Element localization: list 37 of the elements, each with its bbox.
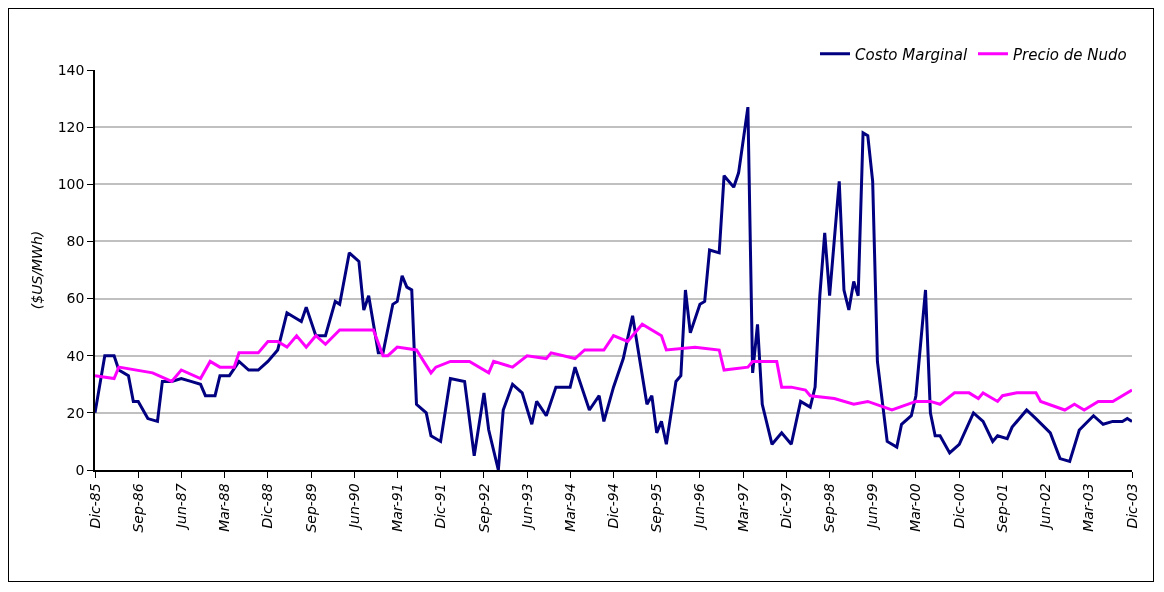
x-tick-label: Jun-96	[691, 483, 708, 532]
y-tick-label: 60	[66, 290, 85, 307]
x-tick-label: Sep-98	[821, 483, 838, 533]
x-tick-label: Dic-97	[777, 483, 794, 529]
y-tick-label: 0	[75, 461, 85, 478]
x-tick-label: Jun-93	[518, 483, 535, 532]
x-tick-label: Dic-03	[1123, 483, 1140, 529]
line-series	[95, 322, 1132, 412]
x-tick-label: Dic-94	[605, 483, 622, 529]
legend-label: Precio de Nudo	[1012, 45, 1127, 64]
x-tick-label: Mar-00	[907, 483, 924, 532]
x-tick-label: Dic-85	[86, 483, 103, 529]
x-tick-label: Dic-88	[259, 483, 276, 529]
x-tick-label: Jun-90	[345, 483, 362, 532]
x-tick-label: Sep-95	[648, 483, 665, 533]
x-tick-label: Sep-89	[302, 483, 319, 533]
x-tick-label: Mar-91	[388, 483, 405, 532]
legend-label: Costo Marginal	[855, 45, 968, 64]
y-tick-label: 40	[66, 347, 85, 364]
x-tick-label: Mar-97	[734, 483, 751, 532]
x-tick-label: Dic-91	[432, 483, 449, 529]
x-tick-label: Jun-87	[172, 483, 189, 532]
y-tick-label: 20	[66, 404, 85, 421]
x-tick-label: Dic-00	[950, 483, 967, 529]
x-tick-label: Mar-94	[561, 483, 578, 532]
x-tick-label: Sep-01	[994, 483, 1011, 533]
y-tick-label: 80	[66, 233, 85, 250]
x-tick-label: Sep-92	[475, 483, 492, 533]
y-tick-label: 120	[57, 119, 85, 136]
x-tick-label: Mar-03	[1080, 483, 1097, 532]
y-axis-title: ($US/MWh)	[28, 230, 45, 310]
x-tick-label: Sep-86	[129, 483, 146, 533]
y-tick-label: 140	[57, 61, 85, 78]
y-tick-label: 100	[57, 176, 85, 193]
x-tick-label: Jun-99	[864, 483, 881, 532]
x-tick-label: Mar-88	[216, 483, 233, 532]
x-tick-label: Jun-02	[1037, 483, 1054, 532]
